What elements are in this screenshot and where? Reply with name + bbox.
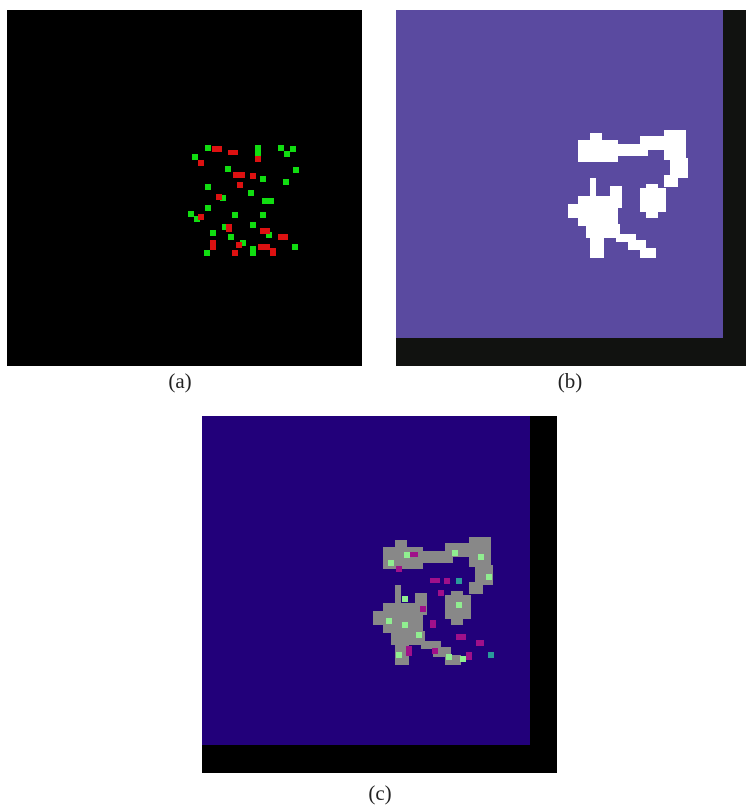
caption: (b) [558,369,583,393]
caption: (a) [168,369,191,393]
figure: (a) (b) (c) [0,0,746,805]
panel-a-background [7,10,362,366]
caption: (c) [368,781,391,805]
